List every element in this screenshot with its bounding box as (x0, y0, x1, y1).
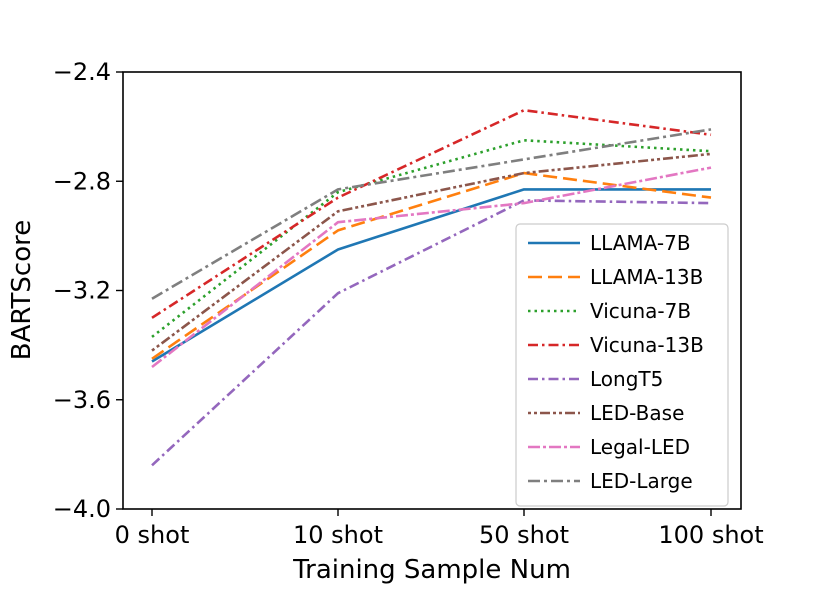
legend-label-vicuna-7b: Vicuna-7B (590, 299, 691, 323)
x-tick-label: 10 shot (293, 521, 383, 549)
legend-label-longt5: LongT5 (590, 367, 663, 391)
x-tick-label: 0 shot (115, 521, 190, 549)
legend-frame (515, 223, 729, 507)
y-tick-label: −2.8 (53, 167, 111, 195)
y-tick-label: −3.6 (53, 386, 111, 414)
x-tick-label: 50 shot (479, 521, 569, 549)
series-layer (151, 108, 712, 467)
y-axis-title: BARTScore (7, 220, 37, 361)
legend-label-llama-13b: LLAMA-13B (590, 265, 703, 289)
x-axis: 0 shot 10 shot 50 shot 100 shot (115, 509, 764, 549)
legend-label-legal-led: Legal-LED (590, 435, 690, 459)
series-line-llama-13b (151, 171, 712, 360)
series-line-vicuna-7b (151, 139, 712, 338)
legend-label-led-base: LED-Base (590, 401, 684, 425)
x-tick-label: 100 shot (658, 521, 763, 549)
y-tick-label: −2.4 (53, 58, 111, 86)
y-axis: −4.0 −3.6 −3.2 −2.8 −2.4 (53, 58, 123, 523)
y-tick-label: −4.0 (53, 495, 111, 523)
series-line-led-base (151, 152, 712, 352)
x-axis-title: Training Sample Num (292, 555, 571, 585)
series-line-vicuna-13b (151, 108, 712, 319)
legend-label-llama-7b: LLAMA-7B (590, 231, 691, 255)
series-line-led-large (151, 128, 712, 300)
legend: LLAMA-7B LLAMA-13B Vicuna-7B Vicuna-13B Long… (515, 223, 729, 507)
series-line-llama-7b (151, 188, 711, 363)
series-line-longt5 (151, 199, 712, 467)
y-tick-label: −3.2 (53, 277, 111, 305)
legend-label-led-large: LED-Large (590, 469, 693, 493)
legend-label-vicuna-13b: Vicuna-13B (590, 333, 704, 357)
